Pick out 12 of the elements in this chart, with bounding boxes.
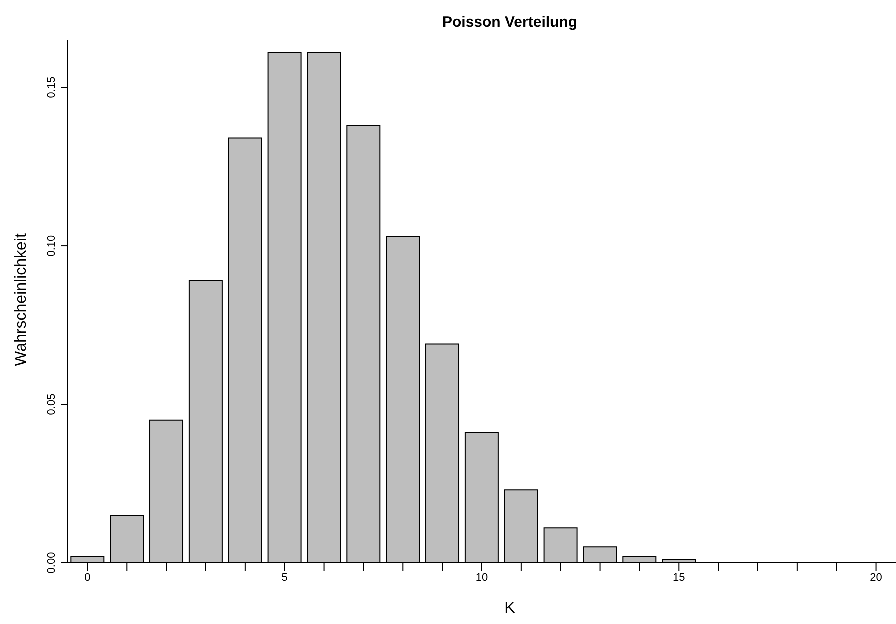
y-tick-label: 0.10 [46, 235, 58, 257]
x-tick-label: 10 [476, 572, 488, 584]
chart-title: Poisson Verteilung [441, 14, 579, 31]
x-tick-label: 20 [870, 572, 882, 584]
y-tick-label: 0.15 [46, 76, 58, 98]
x-axis-title: K [504, 600, 516, 618]
y-tick-label: 0.00 [46, 552, 58, 574]
y-axis-title: Wahrscheinlichkeit [13, 234, 31, 366]
x-tick-label: 0 [84, 572, 91, 584]
x-tick-label: 15 [673, 572, 686, 584]
y-tick-label: 0.05 [46, 394, 58, 416]
x-tick-label: 5 [282, 572, 288, 584]
